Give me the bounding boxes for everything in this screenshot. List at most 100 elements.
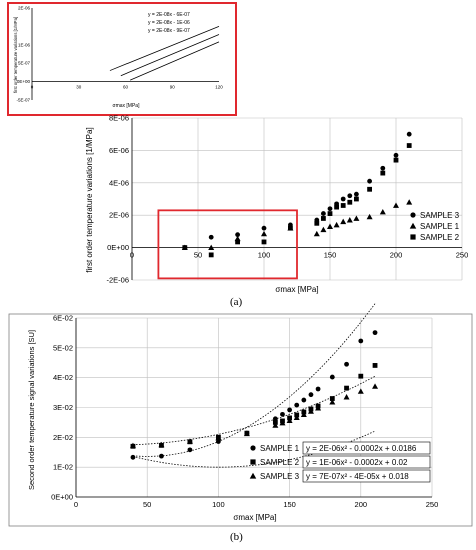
panel-a-x-tick-label: 250	[456, 251, 469, 260]
panel-b-x-axis-title: σmax [MPa]	[233, 513, 276, 522]
panel-a-point	[393, 202, 399, 208]
panel-b-point	[159, 453, 164, 459]
inset-x-tick-label: 30	[76, 85, 82, 90]
panel-a-point	[393, 157, 399, 163]
panel-a-point	[321, 211, 326, 216]
panel-a-point	[333, 221, 340, 228]
inset-fit-line	[109, 26, 220, 71]
panel-b-equation-box	[302, 469, 431, 483]
panel-a-point	[321, 216, 326, 221]
inset-x-tick-label: 120	[215, 85, 223, 90]
panel-b-y-tick-label: 0E+00	[51, 493, 73, 502]
panel-a-y-tick-label: -2E-06	[106, 276, 129, 285]
panel-b-point	[329, 374, 335, 380]
inset-equation-label: y = 2E-08x - 1E-06	[148, 20, 190, 26]
panel-b-point	[343, 394, 350, 400]
panel-b-point	[358, 373, 364, 379]
panel-b-legend-marker	[249, 472, 257, 479]
panel-a-point	[366, 213, 373, 220]
panel-a-x-tick-label: 150	[324, 251, 337, 260]
inset-x-tick-label: 90	[170, 85, 176, 90]
panel-b-frame	[8, 313, 473, 527]
panel-b-point	[280, 411, 285, 417]
inset-fit-line	[130, 41, 220, 81]
panel-b-y-tick-label: 2E-02	[53, 433, 73, 442]
panel-b-x-tick-label: 50	[143, 500, 151, 509]
panel-b-point	[357, 388, 364, 394]
panel-b-point	[279, 420, 286, 426]
panel-b-equation-box	[302, 441, 431, 455]
panel-b-y-tick-label: 3E-02	[53, 403, 73, 412]
panel-b-legend-label: SAMPLE 3	[260, 472, 300, 481]
panel-b-point	[129, 442, 136, 449]
panel-b-point	[315, 386, 321, 392]
panel-b-point	[372, 383, 379, 389]
panel-a-point	[367, 186, 372, 192]
inset-x-tick-label: 0	[31, 85, 34, 90]
panel-b-equation-label: y = 2E-06x² - 0.0002x + 0.0186	[306, 444, 417, 453]
panel-a-point	[340, 218, 347, 225]
panel-b-y-tick-label: 1E-02	[53, 463, 73, 472]
panel-b-point	[358, 338, 364, 344]
panel-a-point	[261, 225, 267, 231]
panel-a-chart: 0 50 100 150 200 250 -2E-06 0E+00 2E-06 4E-06 6E-0…	[85, 114, 468, 295]
panel-b-point	[187, 447, 193, 453]
panel-a-point	[313, 230, 320, 237]
panel-a-point	[380, 165, 386, 171]
panel-a-y-tick-label: 8E-06	[109, 114, 129, 123]
panel-b-x-tick-label: 0	[74, 500, 78, 509]
panel-b-caption: (b)	[230, 531, 243, 543]
panel-b-trendline	[132, 303, 376, 457]
panel-a-point	[340, 196, 346, 202]
inset-y-tick-label: 1E-06	[18, 42, 31, 47]
panel-a-y-axis-title: first order temperature variations [1/MP…	[85, 127, 94, 272]
panel-a-point	[347, 199, 353, 205]
panel-a-legend-marker	[410, 234, 416, 240]
panel-a-point	[327, 211, 333, 216]
panel-a-point	[379, 208, 386, 215]
panel-b-point	[130, 454, 136, 460]
panel-a-point	[261, 230, 267, 237]
panel-b-point	[287, 407, 292, 413]
panel-a-x-axis-title: σmax [MPa]	[275, 285, 318, 294]
panel-a-point	[347, 193, 353, 199]
inset-equation-label: y = 2E-08x - 6E-07	[148, 12, 190, 18]
panel-a-x-tick-label: 50	[194, 251, 202, 260]
panel-a-point	[208, 252, 214, 258]
panel-b-point	[307, 408, 314, 414]
panel-b-point	[344, 361, 349, 367]
panel-b-point	[243, 430, 250, 437]
inset-x-tick-label: 60	[123, 85, 129, 90]
panel-a-legend-marker	[409, 222, 417, 229]
panel-a-y-tick-label: 2E-06	[109, 211, 129, 220]
panel-a-point	[367, 178, 372, 184]
panel-a-point	[353, 215, 360, 221]
panel-b-point	[215, 434, 222, 441]
panel-a-point	[261, 239, 267, 245]
panel-a-point	[327, 223, 333, 229]
panel-b-trendline	[132, 375, 376, 446]
panel-a-legend-label: SAMPLE 2	[420, 233, 460, 242]
panel-b-point	[329, 396, 335, 401]
panel-a-y-tick-label: 6E-06	[109, 146, 129, 155]
panel-a-point	[346, 217, 353, 223]
panel-b-x-tick-label: 250	[426, 500, 439, 509]
inset-y-tick-label: 5E-07	[18, 61, 31, 66]
panel-a-y-tick-label: 0E+00	[107, 243, 129, 252]
panel-b-point	[186, 438, 193, 444]
panel-b-point	[293, 414, 300, 421]
panel-b-point	[372, 330, 378, 336]
panel-a-point	[288, 225, 293, 231]
panel-a-point	[208, 234, 214, 240]
panel-a-point	[340, 203, 346, 208]
panel-b-y-axis-title: Second order temperature signal variatio…	[27, 330, 36, 490]
inset-equation-label: y = 2E-08x - 9E-07	[148, 28, 190, 34]
panel-a-point	[208, 244, 215, 250]
inset-y-tick-label: 0E+00	[17, 79, 31, 84]
panel-b-point	[308, 392, 314, 398]
panel-a-x-tick-label: 200	[390, 251, 403, 260]
panel-b-y-tick-label: 6E-02	[53, 314, 73, 323]
inset-y-tick-label: 2E-06	[18, 6, 31, 11]
panel-b-y-tick-label: 5E-02	[53, 343, 73, 352]
